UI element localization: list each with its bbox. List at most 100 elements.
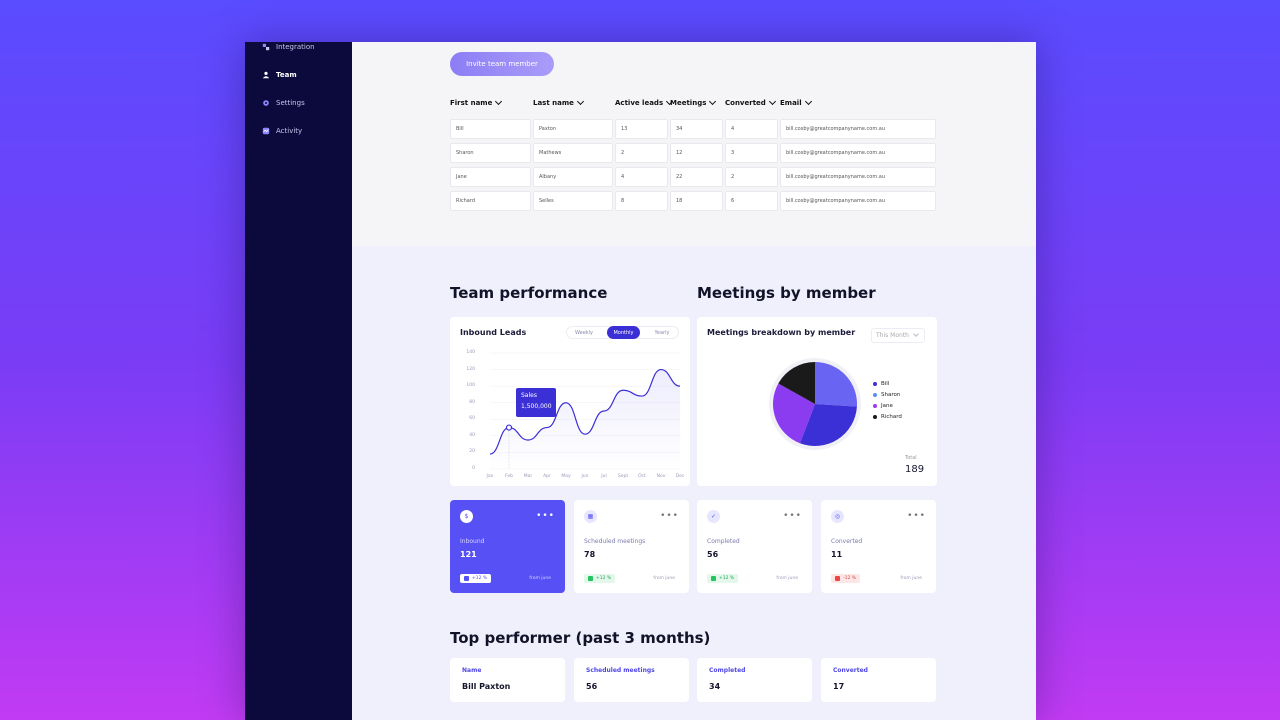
- total-label: Total: [905, 455, 917, 461]
- more-options-icon[interactable]: •••: [536, 511, 555, 521]
- toggle-monthly[interactable]: Monthly: [607, 326, 640, 339]
- tooltip-value: 1,500,000: [521, 403, 552, 410]
- chevron-down-icon: [495, 97, 503, 106]
- inbound-leads-title: Inbound Leads: [460, 328, 527, 337]
- field-value: 34: [709, 682, 721, 691]
- meetings-breakdown-title: Meetings breakdown by member: [707, 328, 856, 337]
- meetings-by-member-title: Meetings by member: [697, 284, 876, 302]
- data-point-marker: [505, 424, 513, 431]
- field-value: 17: [833, 682, 845, 691]
- change-badge: +12 %: [460, 574, 492, 583]
- target-icon: ◎: [831, 510, 844, 523]
- dollar-icon: $: [460, 510, 473, 523]
- table-cell: Jane: [450, 167, 531, 187]
- field-label: Scheduled meetings: [586, 667, 655, 674]
- chevron-down-icon: [804, 97, 812, 106]
- inbound-leads-card: Inbound Leads Weekly Monthly Yearly 0 20 4…: [450, 317, 690, 486]
- change-badge: -12 %: [831, 574, 861, 583]
- legend-item-richard: Richard: [873, 414, 902, 420]
- stat-value: 11: [831, 550, 843, 559]
- y-tick-label: 100: [466, 383, 475, 389]
- table-cell: Selles: [533, 191, 613, 211]
- top-performer-meetings-card: Scheduled meetings 56: [574, 658, 689, 702]
- x-tick-label: Sept: [617, 474, 629, 479]
- check-icon: ✓: [707, 510, 720, 523]
- sales-tooltip: Sales 1,500,000: [516, 388, 556, 417]
- sidebar-item-label: Settings: [276, 99, 305, 107]
- stat-value: 121: [460, 550, 477, 559]
- table-cell: 34: [670, 119, 723, 139]
- table-cell: 8: [615, 191, 668, 211]
- sidebar-item-settings[interactable]: Settings: [262, 99, 305, 107]
- inbound-leads-line-chart: [489, 352, 681, 470]
- sidebar-item-label: Activity: [276, 127, 303, 135]
- change-badge: +12 %: [707, 574, 739, 583]
- stat-card-converted[interactable]: ◎ ••• Converted 11 -12 % from june: [821, 500, 936, 593]
- meetings-pie-chart: [769, 358, 861, 450]
- sidebar-item-label: Integration: [276, 43, 315, 51]
- team-icon: [262, 71, 270, 79]
- table-cell: Paxton: [533, 119, 613, 139]
- stat-label: Inbound: [460, 538, 485, 545]
- table-cell: bill.cosby@greatcompanyname.com.au: [780, 191, 936, 211]
- table-cell: 2: [725, 167, 778, 187]
- toggle-yearly[interactable]: Yearly: [654, 329, 670, 336]
- stat-card-inbound[interactable]: $ ••• Inbound 121 +12 % from june: [450, 500, 565, 593]
- x-tick-label: Apr: [543, 474, 551, 479]
- x-tick-label: Jun: [581, 474, 589, 479]
- sidebar-item-label: Team: [276, 71, 297, 79]
- toggle-weekly[interactable]: Weekly: [574, 329, 594, 336]
- column-header-converted[interactable]: Converted: [725, 97, 776, 107]
- invite-team-member-button[interactable]: Invite team member: [450, 52, 554, 76]
- x-tick-label: Dec: [675, 474, 685, 479]
- column-header-meetings[interactable]: Meetings: [670, 97, 717, 107]
- team-table-section: Invite team member First name Last name …: [352, 42, 1036, 246]
- table-cell: Sharon: [450, 143, 531, 163]
- meetings-breakdown-card: Meetings breakdown by member This Month …: [697, 317, 937, 486]
- tooltip-label: Sales: [521, 392, 537, 399]
- pie-slice-bill: [815, 362, 857, 407]
- stat-card-scheduled-meetings[interactable]: ▦ ••• Scheduled meetings 78 +12 % from j…: [574, 500, 689, 593]
- more-options-icon[interactable]: •••: [660, 511, 679, 521]
- y-tick-label: 40: [469, 432, 475, 438]
- pie-slice-richard: [778, 362, 815, 404]
- period-select[interactable]: This Month: [871, 328, 925, 343]
- y-tick-label: 20: [469, 449, 475, 455]
- integration-icon: [262, 43, 270, 51]
- y-tick-label: 140: [466, 350, 475, 355]
- x-tick-label: Feb: [505, 474, 513, 479]
- column-header-active-leads[interactable]: Active leads: [615, 97, 674, 107]
- sidebar-item-activity[interactable]: Activity: [262, 127, 302, 135]
- column-header-email[interactable]: Email: [780, 97, 812, 107]
- trend-up-icon: [711, 576, 716, 581]
- field-label: Converted: [833, 667, 868, 674]
- legend-dot: [873, 393, 877, 397]
- table-cell: 22: [670, 167, 723, 187]
- table-cell: 13: [615, 119, 668, 139]
- legend-item-sharon: Sharon: [873, 392, 900, 398]
- more-options-icon[interactable]: •••: [907, 511, 926, 521]
- more-options-icon[interactable]: •••: [783, 511, 802, 521]
- stat-card-completed[interactable]: ✓ ••• Completed 56 +12 % from june: [697, 500, 812, 593]
- x-tick-label: Oct: [638, 474, 646, 479]
- sidebar-item-integration[interactable]: Integration: [262, 43, 315, 51]
- change-badge: +12 %: [584, 574, 616, 583]
- table-cell: 12: [670, 143, 723, 163]
- app-window: Integration Team Settings Activity Invit…: [245, 42, 1036, 720]
- y-tick-label: 0: [472, 466, 475, 471]
- chevron-down-icon: [768, 97, 776, 106]
- column-header-first-name[interactable]: First name: [450, 97, 503, 107]
- stat-value: 78: [584, 550, 596, 559]
- legend-item-bill: Bill: [873, 381, 889, 387]
- change-note: from june: [529, 576, 551, 581]
- table-cell: Richard: [450, 191, 531, 211]
- stat-value: 56: [707, 550, 719, 559]
- column-header-last-name[interactable]: Last name: [533, 97, 584, 107]
- y-tick-label: 60: [469, 416, 475, 422]
- sidebar-item-team[interactable]: Team: [262, 71, 297, 79]
- top-performer-completed-card: Completed 34: [697, 658, 812, 702]
- y-tick-label: 80: [469, 399, 475, 405]
- field-value: 56: [586, 682, 598, 691]
- table-cell: Mathews: [533, 143, 613, 163]
- x-tick-label: Jan: [486, 474, 494, 479]
